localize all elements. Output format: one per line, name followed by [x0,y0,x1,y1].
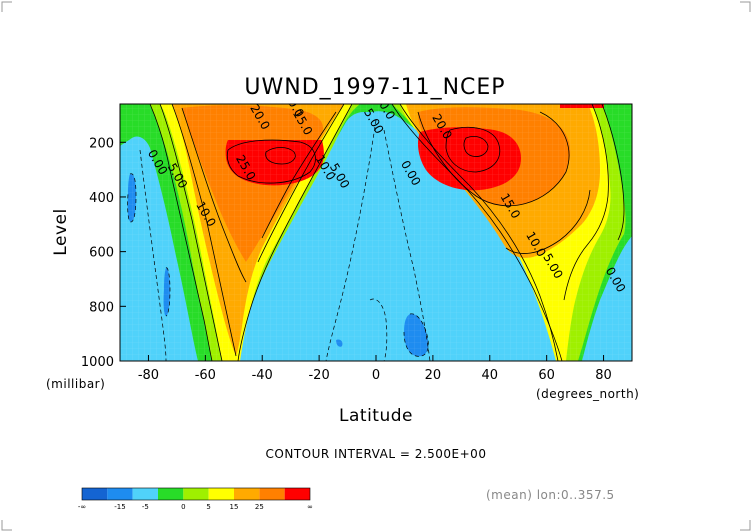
colorbar-frame [81,487,311,501]
y-tick-label: 600 [89,246,114,261]
y-unit-label: (millibar) [46,377,105,391]
colorbar-swatch [259,488,285,500]
colorbar-swatch [208,488,234,500]
x-axis-title: Latitude [339,406,413,426]
y-tick-label: 1000 [81,355,114,370]
colorbar-swatch [284,488,310,500]
colorbar-tick-label: 15 [230,503,239,511]
x-tick-label: 40 [482,368,499,383]
chart-title: UWND_1997-11_NCEP [244,75,505,100]
x-tick-label: -40 [252,368,273,383]
colorbar-tick-label: -5 [142,503,149,511]
colorbar: -∞ -15 -5 0 5 15 25 ∞ [78,487,313,511]
y-axis-title: Level [51,208,71,255]
plot-area: 20.0 15.025.0 10.05.000.005.0010.05.000.00… [120,104,632,361]
x-tick-label: 0 [372,368,380,383]
colorbar-tick-label: ∞ [307,503,313,511]
contour-interval-text: CONTOUR INTERVAL = 2.500E+00 [266,447,487,461]
y-tick-label: 800 [89,300,114,315]
y-tick-label: 200 [89,136,114,151]
colorbar-tick-label: 0 [181,503,185,511]
x-tick-label: 60 [538,368,555,383]
x-unit-label: (degrees_north) [536,387,639,401]
x-tick-label: -20 [308,368,329,383]
contour-lines [149,104,625,361]
colorbar-tick-label: -15 [114,503,125,511]
y-tick-label: 400 [89,191,114,206]
x-tick-label: 20 [425,368,442,383]
colorbar-swatch [82,488,108,500]
colorbar-tick-label: 25 [255,503,264,511]
footer-note: (mean) lon:0..357.5 [486,488,615,502]
colorbar-swatch [183,488,209,500]
x-axis: -80 -60 -40 -20 0 20 40 60 80 [138,355,612,383]
y-axis: 200 400 600 800 1000 [81,136,126,370]
colorbar-tick-label: -∞ [78,503,86,511]
x-tick-label: -60 [195,368,216,383]
contour-lines-negative [127,119,431,361]
colorbar-tick-label: 5 [206,503,210,511]
colorbar-swatch [234,488,260,500]
colorbar-swatch [107,488,133,500]
colorbar-swatch [158,488,184,500]
x-tick-label: -80 [138,368,159,383]
x-tick-label: 80 [595,368,612,383]
colorbar-swatch [132,488,158,500]
plot-grid-texture [120,104,632,361]
